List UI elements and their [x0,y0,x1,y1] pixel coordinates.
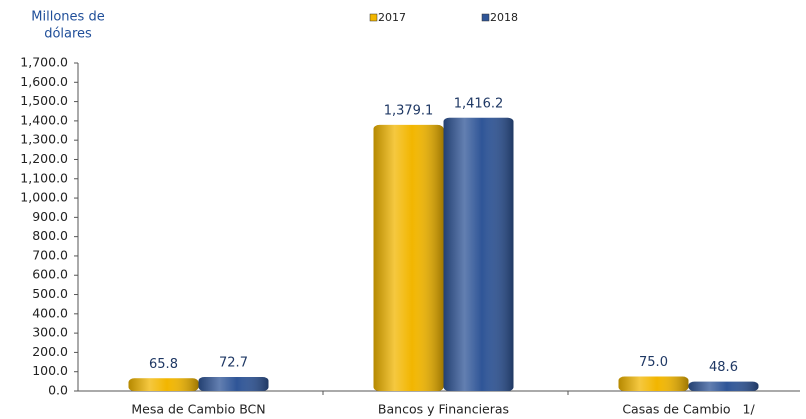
data-label: 1,379.1 [384,103,434,118]
bar-shading [688,381,759,391]
y-tick-label: 100.0 [32,363,68,378]
data-label: 65.8 [149,357,178,372]
y-axis-label: dólares [44,27,92,42]
y-tick-label: 800.0 [32,228,68,243]
y-tick-label: 200.0 [32,344,68,359]
y-tick-label: 300.0 [32,325,68,340]
y-tick-label: 1,000.0 [20,190,68,205]
data-label: 1,416.2 [454,96,504,111]
y-tick-label: 400.0 [32,305,68,320]
legend-label: 2017 [378,11,406,24]
data-label: 48.6 [709,360,738,375]
bar-shading [198,376,269,391]
y-tick-label: 1,100.0 [20,170,68,185]
y-tick-label: 700.0 [32,247,68,262]
bar-shading [443,117,514,391]
y-tick-label: 600.0 [32,267,68,282]
legend-swatch [481,13,490,22]
y-tick-label: 1,300.0 [20,132,68,147]
x-tick-label: Mesa de Cambio BCN [131,402,265,417]
y-tick-label: 1,500.0 [20,93,68,108]
bar-shading [618,376,689,391]
bar-shading [373,124,444,391]
y-tick-label: 500.0 [32,286,68,301]
x-tick-label: Bancos y Financieras [378,402,509,417]
bar-shading [128,378,199,391]
y-tick-label: 0.0 [48,383,68,398]
y-tick-label: 1,700.0 [20,55,68,70]
y-tick-label: 900.0 [32,209,68,224]
legend-label: 2018 [490,11,518,24]
x-tick-label: Casas de Cambio 1/ [622,402,755,417]
y-axis-label: Millones de [31,10,104,25]
y-tick-label: 1,400.0 [20,112,68,127]
y-tick-label: 1,600.0 [20,74,68,89]
data-label: 75.0 [639,355,668,370]
data-label: 72.7 [219,355,248,370]
y-tick-label: 1,200.0 [20,151,68,166]
legend-swatch [369,13,378,22]
